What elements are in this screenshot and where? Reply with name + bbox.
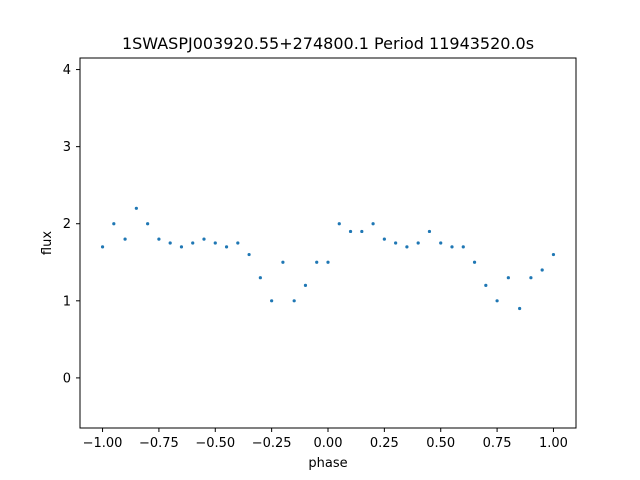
x-tick-label: −0.75 — [139, 436, 179, 451]
data-point — [552, 253, 555, 256]
data-point — [191, 241, 194, 244]
data-point — [281, 261, 284, 264]
x-tick-label: 0.00 — [314, 436, 343, 451]
x-tick-label: 0.50 — [426, 436, 455, 451]
data-point — [473, 261, 476, 264]
data-point — [146, 222, 149, 225]
data-point — [495, 299, 498, 302]
data-point — [236, 241, 239, 244]
data-point — [507, 276, 510, 279]
data-point — [259, 276, 262, 279]
data-point — [383, 238, 386, 241]
data-point — [349, 230, 352, 233]
data-point — [214, 241, 217, 244]
x-axis-label: phase — [308, 456, 347, 471]
data-point — [157, 238, 160, 241]
y-tick-label: 1 — [63, 294, 71, 309]
y-tick-label: 3 — [63, 140, 71, 155]
data-point — [101, 245, 104, 248]
x-tick-label: 0.25 — [370, 436, 399, 451]
data-point — [293, 299, 296, 302]
data-point — [371, 222, 374, 225]
data-point — [112, 222, 115, 225]
data-point — [123, 238, 126, 241]
x-tick-label: −0.50 — [195, 436, 235, 451]
x-tick-label: 1.00 — [539, 436, 568, 451]
data-point — [417, 241, 420, 244]
data-point — [135, 207, 138, 210]
x-tick-label: −1.00 — [83, 436, 123, 451]
data-point — [270, 299, 273, 302]
data-point — [360, 230, 363, 233]
data-point — [225, 245, 228, 248]
data-point — [462, 245, 465, 248]
data-point — [315, 261, 318, 264]
data-point — [394, 241, 397, 244]
data-point — [428, 230, 431, 233]
data-point — [518, 307, 521, 310]
data-point — [180, 245, 183, 248]
y-tick-label: 2 — [63, 217, 71, 232]
data-point — [169, 241, 172, 244]
data-point — [405, 245, 408, 248]
data-point — [247, 253, 250, 256]
data-point — [529, 276, 532, 279]
x-tick-label: 0.75 — [483, 436, 512, 451]
y-tick-label: 0 — [63, 371, 71, 386]
data-point — [304, 284, 307, 287]
x-tick-label: −0.25 — [252, 436, 292, 451]
data-point — [450, 245, 453, 248]
data-point — [439, 241, 442, 244]
chart-title: 1SWASPJ003920.55+274800.1 Period 1194352… — [122, 34, 534, 53]
data-point — [326, 261, 329, 264]
data-point — [484, 284, 487, 287]
data-point — [541, 268, 544, 271]
y-axis-label: flux — [40, 231, 55, 255]
data-point — [202, 238, 205, 241]
data-point — [338, 222, 341, 225]
y-tick-label: 4 — [63, 63, 71, 78]
